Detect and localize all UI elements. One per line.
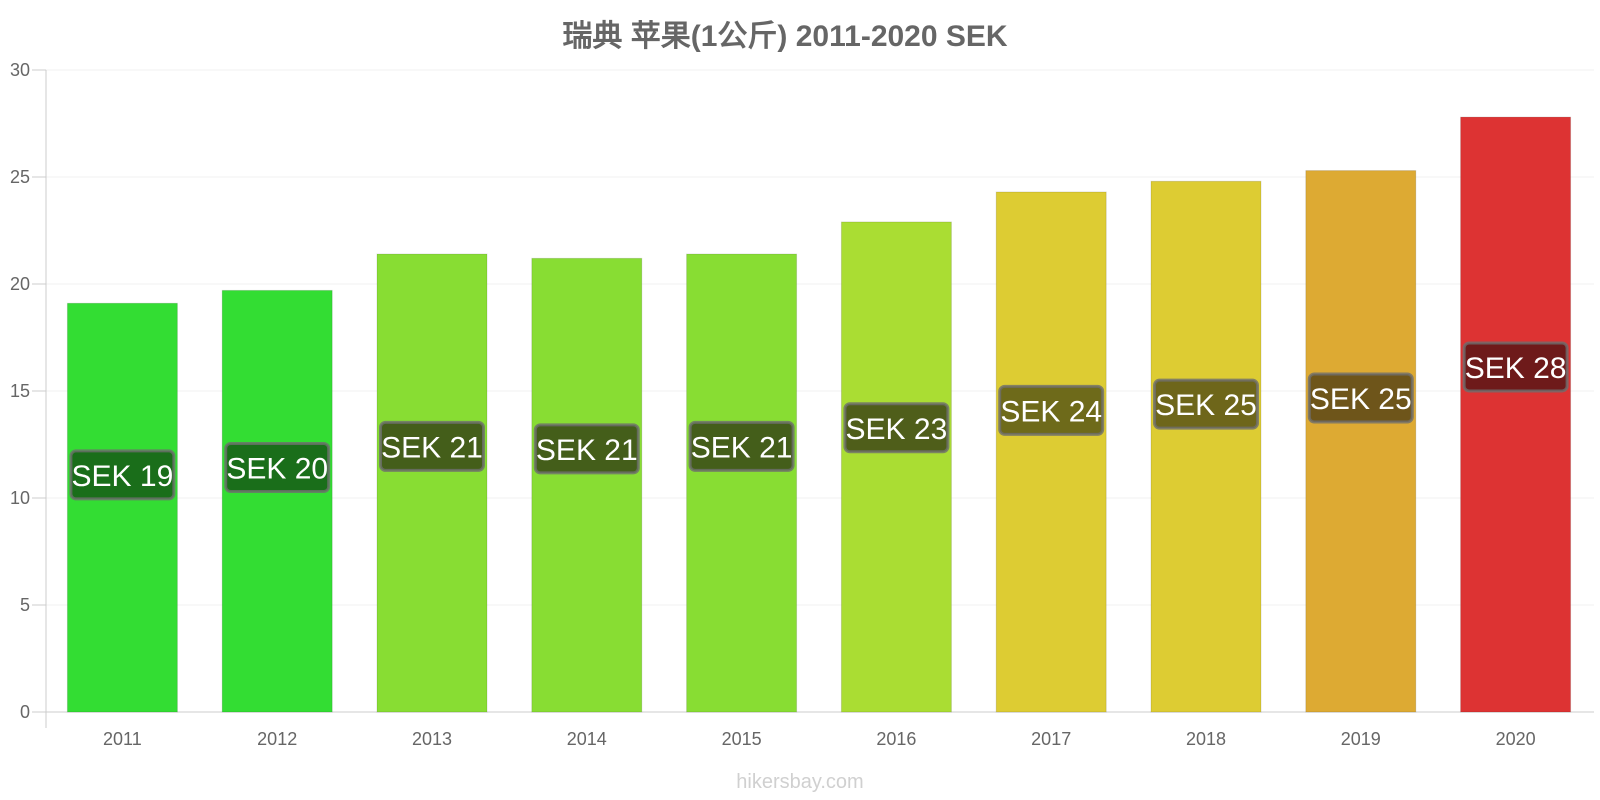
bar-2014	[531, 257, 643, 713]
x-tick-label: 2019	[1341, 729, 1381, 749]
data-label: SEK 23	[846, 413, 948, 446]
y-tick-label: 15	[10, 381, 30, 401]
data-label: SEK 25	[1310, 383, 1412, 416]
data-label-box	[69, 449, 176, 501]
x-tick-label: 2014	[567, 729, 607, 749]
x-tick-label: 2012	[257, 729, 297, 749]
y-tick-label: 25	[10, 167, 30, 187]
data-label-box	[1462, 341, 1569, 393]
data-label: SEK 21	[691, 431, 793, 464]
bar-2015	[686, 253, 798, 713]
y-tick-label: 30	[10, 60, 30, 80]
data-label: SEK 25	[1155, 389, 1257, 422]
data-label: SEK 21	[536, 434, 638, 467]
bar-2011	[66, 302, 178, 713]
bar-2018	[1150, 180, 1262, 713]
y-tick-label: 20	[10, 274, 30, 294]
data-label-box	[1153, 378, 1259, 430]
bar-2019	[1305, 170, 1417, 713]
data-label: SEK 20	[226, 452, 328, 485]
bar-2012	[221, 289, 333, 713]
bar-2016	[840, 221, 952, 713]
bar-2020	[1460, 116, 1572, 713]
bar-2013	[376, 253, 488, 713]
x-tick-label: 2020	[1496, 729, 1536, 749]
x-tick-label: 2016	[876, 729, 916, 749]
y-tick-label: 0	[20, 702, 30, 722]
data-label: SEK 19	[72, 460, 174, 493]
x-tick-label: 2017	[1031, 729, 1071, 749]
x-tick-label: 2018	[1186, 729, 1226, 749]
bar-2017	[995, 191, 1107, 713]
x-tick-label: 2013	[412, 729, 452, 749]
watermark: hikersbay.com	[736, 771, 863, 793]
data-label-box	[843, 402, 950, 454]
data-label-box	[1307, 372, 1414, 424]
data-label-box	[533, 423, 640, 475]
data-label-box	[688, 420, 795, 472]
data-label-box	[998, 384, 1105, 436]
y-tick-labels: 0 5 10 15 20 25 30	[10, 60, 46, 722]
y-tick-label: 10	[10, 488, 30, 508]
y-tick-label: 5	[20, 595, 30, 615]
x-tick-labels: 2011 2012 2013 2014 2015 2016 2017 2018 2019 2020	[103, 729, 1536, 749]
chart-title: 瑞典 苹果(1公斤) 2011-2020 SEK	[562, 20, 1008, 53]
data-labels: SEK 19 SEK 20 SEK 21 SEK 21 SEK 21 SEK 23 SEK …	[69, 341, 1569, 501]
x-tick-label: 2011	[103, 729, 142, 749]
data-label-box	[379, 420, 485, 472]
data-label: SEK 21	[381, 431, 483, 464]
data-label-box	[224, 441, 331, 493]
bars	[66, 116, 1572, 713]
x-tick-label: 2015	[722, 729, 762, 749]
data-label: SEK 28	[1465, 352, 1567, 385]
data-label: SEK 24	[1000, 395, 1102, 428]
